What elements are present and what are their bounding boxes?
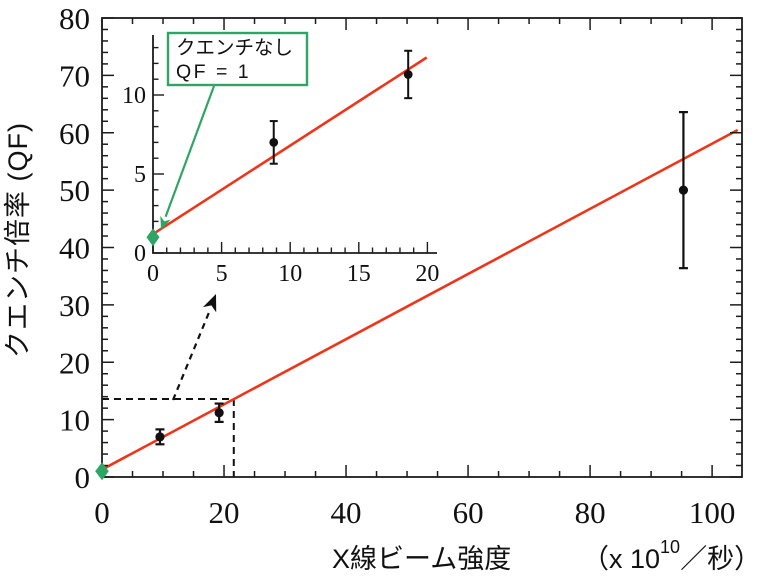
inset-y-tick-label: 5 <box>134 162 146 188</box>
y-axis-tick-label: 0 <box>75 460 91 495</box>
x-axis-tick-label: 60 <box>453 495 484 530</box>
fit-line <box>101 128 739 471</box>
inset-x-tick-label: 5 <box>216 261 228 287</box>
inset-tick-labels: 0 5 10 15 20 0 5 10 <box>122 83 439 287</box>
inset-x-tick-label: 10 <box>278 261 302 287</box>
inset-no-quench-diamond-marker <box>146 228 160 247</box>
annotation-arrow-head-icon <box>160 215 171 230</box>
y-axis-tick-label: 40 <box>59 231 90 266</box>
x-axis-unit-exponent: 10 <box>660 537 680 557</box>
annotation-text-line1: クエンチなし <box>176 37 293 59</box>
zoom-arrow-head-icon <box>202 294 217 313</box>
y-axis-tick-label: 10 <box>59 403 90 438</box>
annotation-arrow-shaft <box>164 85 216 218</box>
y-axis-tick-label: 70 <box>59 58 90 93</box>
x-axis-tick-label: 20 <box>209 495 240 530</box>
x-axis-title-text: X線ビーム強度 <box>332 544 511 574</box>
y-axis-tick-label: 50 <box>59 173 90 208</box>
x-axis-title: X線ビーム強度 （x 1010／秒） <box>332 537 761 574</box>
annotation-text-line2: QF = 1 <box>176 61 251 83</box>
zoom-region-indicator <box>102 294 235 477</box>
inset-fit-line <box>152 56 428 236</box>
y-axis-tick-label: 60 <box>59 116 90 151</box>
zoom-arrow-shaft <box>171 309 212 401</box>
x-axis-tick-label: 40 <box>331 495 362 530</box>
main-data-series <box>95 110 689 481</box>
y-axis-tick-label: 30 <box>59 288 90 323</box>
no-quench-diamond-marker <box>95 462 109 481</box>
x-axis-tick-label: 80 <box>575 495 606 530</box>
main-axes <box>101 17 743 478</box>
data-point <box>214 408 224 418</box>
inset-x-tick-label: 0 <box>147 261 159 287</box>
inset-x-tick-label: 20 <box>415 261 439 287</box>
data-point <box>403 70 413 79</box>
data-point <box>155 432 165 442</box>
plot-border <box>101 17 743 478</box>
inset-x-tick-label: 15 <box>347 261 371 287</box>
x-axis-tick-label: 100 <box>689 495 736 530</box>
data-point <box>269 138 279 147</box>
fit-line-main <box>101 128 739 471</box>
inset-plot <box>146 35 437 254</box>
y-axis-tick-label: 80 <box>59 1 90 36</box>
y-axis-title: クエンチ倍率 (QF) <box>3 122 33 358</box>
y-axis-tick-label: 20 <box>59 345 90 380</box>
inset-y-tick-label: 0 <box>134 241 146 267</box>
x-axis-tick-label: 0 <box>94 495 110 530</box>
data-point <box>678 185 689 195</box>
inset-y-tick-label: 10 <box>122 83 146 109</box>
annotation-box <box>166 31 309 87</box>
x-axis-unit-suffix: ／秒） <box>680 544 761 574</box>
x-axis-unit-prefix: （x 10 <box>582 544 660 574</box>
